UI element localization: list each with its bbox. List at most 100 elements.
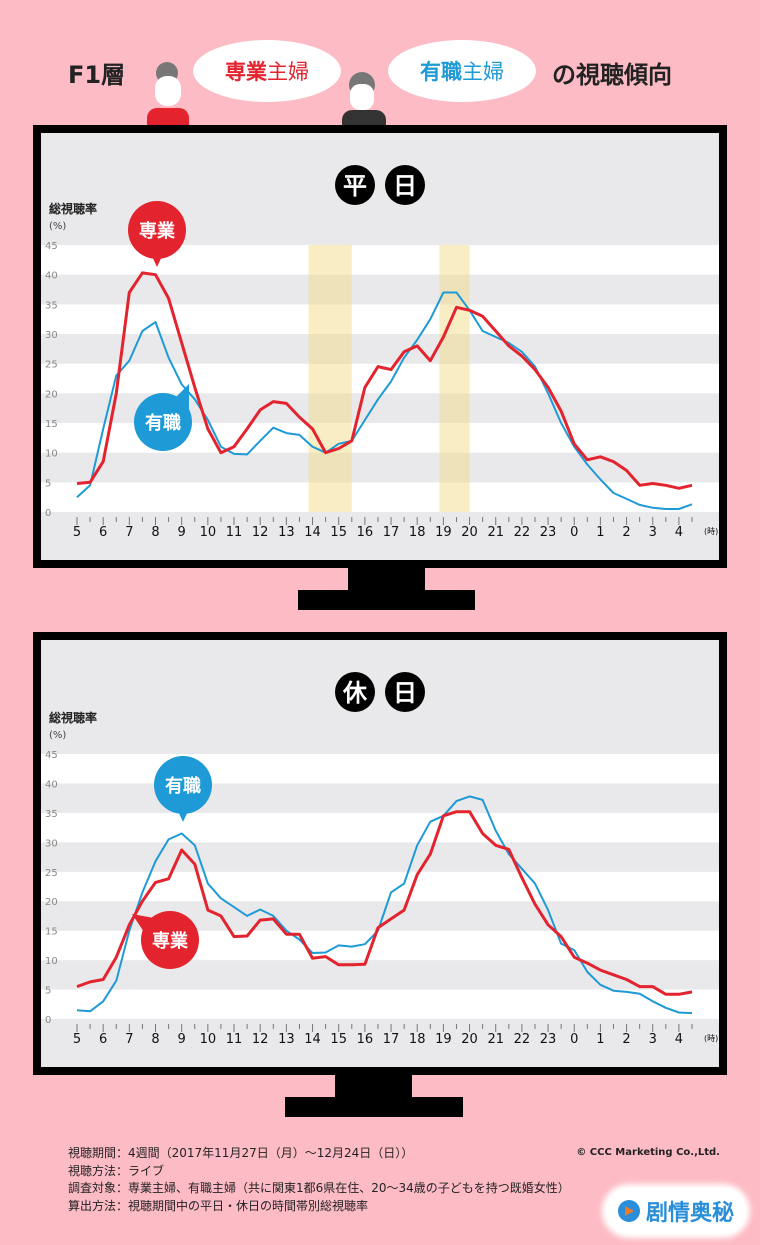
x-tick-label: 6 bbox=[99, 525, 107, 540]
x-tick-label: 7 bbox=[125, 1032, 133, 1047]
tv-stand-neck bbox=[348, 566, 425, 592]
callout-pointer bbox=[175, 384, 189, 410]
title-circle bbox=[335, 672, 375, 712]
footnote-target: 調査対象：専業主婦、有職主婦（共に関東1都6県在住、20～34歳の子どもを持つ既… bbox=[68, 1181, 570, 1195]
callout-label: 専業 bbox=[139, 220, 176, 242]
x-tick-label: 20 bbox=[461, 1032, 478, 1047]
bubble-sengyo-rest: 主婦 bbox=[267, 60, 309, 84]
x-tick-label: 5 bbox=[73, 525, 81, 540]
x-tick-label: 9 bbox=[178, 525, 186, 540]
grid-band bbox=[41, 334, 719, 364]
chart-title-char: 日 bbox=[393, 172, 417, 200]
y-tick-label: 30 bbox=[45, 838, 58, 849]
y-axis-title: 総視聴率 bbox=[49, 201, 97, 216]
grid-band bbox=[41, 754, 719, 784]
grid-band bbox=[41, 842, 719, 872]
x-axis-unit: (時) bbox=[704, 1034, 718, 1043]
tv-weekend: 0 5 10 15 20 25 30 35 40 45 総視聴率 (%) 5 6 7 8 9 10 11 12 13 14… bbox=[33, 632, 727, 1075]
grid-band bbox=[41, 482, 719, 512]
tv-stand-base bbox=[298, 590, 475, 610]
x-tick-label: 21 bbox=[487, 1032, 504, 1047]
tv-weekday: 0 5 10 15 20 25 30 35 40 45 総視聴率 (%) 5 6 7 8 9 10 11 12 13 14… bbox=[33, 125, 727, 568]
tv-stand-base bbox=[285, 1097, 463, 1117]
y-tick-label: 5 bbox=[45, 478, 51, 489]
x-tick-label: 10 bbox=[200, 1032, 217, 1047]
grid-band bbox=[41, 363, 719, 394]
x-axis-unit: (時) bbox=[704, 527, 718, 536]
y-tick-label: 25 bbox=[45, 360, 58, 371]
grid-band bbox=[41, 452, 719, 483]
grid-band bbox=[41, 989, 719, 1019]
y-tick-label: 15 bbox=[45, 927, 58, 938]
y-tick-label: 45 bbox=[45, 750, 58, 761]
working-wife-avatar bbox=[340, 72, 388, 126]
copyright: © CCC Marketing Co.,Ltd. bbox=[576, 1147, 720, 1158]
x-tick-label: 21 bbox=[487, 525, 504, 540]
title-circle bbox=[385, 165, 425, 205]
chart-title-char: 平 bbox=[343, 172, 367, 200]
footnotes: 視聴期間：4週間（2017年11月27日（月）～12月24日（日）） 視聴方法：… bbox=[68, 1145, 570, 1215]
x-tick-label: 4 bbox=[675, 525, 683, 540]
y-axis-title: 総視聴率 bbox=[49, 710, 97, 725]
x-tick-label: 17 bbox=[383, 525, 400, 540]
x-tick-label: 23 bbox=[540, 1032, 557, 1047]
x-tick-label: 17 bbox=[383, 1032, 400, 1047]
x-tick-label: 10 bbox=[200, 525, 217, 540]
callout-label: 専業 bbox=[152, 930, 189, 952]
title-circle bbox=[385, 672, 425, 712]
bubble-yushoku: 有職 主婦 bbox=[388, 40, 536, 102]
series-line-yushoku bbox=[76, 795, 693, 1015]
x-tick-label: 14 bbox=[304, 525, 321, 540]
x-tick-label: 22 bbox=[514, 1032, 531, 1047]
grid-band bbox=[41, 812, 719, 843]
x-tick-label: 0 bbox=[570, 1032, 578, 1047]
y-tick-label: 40 bbox=[45, 271, 58, 282]
footnote-calc: 算出方法：視聴期間中の平日・休日の時間帯別総視聴率 bbox=[68, 1198, 369, 1213]
x-tick-label: 20 bbox=[461, 525, 478, 540]
bubble-yushoku-strong: 有職 bbox=[420, 60, 462, 84]
watermark-text: 剧情奥秘 bbox=[645, 1201, 734, 1226]
y-tick-label: 20 bbox=[45, 389, 58, 400]
y-axis-unit: (%) bbox=[49, 221, 66, 232]
grid-band bbox=[41, 960, 719, 990]
bubble-sengyo: 専業 主婦 bbox=[193, 40, 341, 102]
callout-sengyo bbox=[128, 201, 186, 259]
x-tick-label: 23 bbox=[540, 525, 557, 540]
x-tick-label: 22 bbox=[514, 525, 531, 540]
title-suffix: の視聴傾向 bbox=[552, 61, 672, 89]
y-tick-label: 0 bbox=[45, 508, 51, 519]
x-tick-label: 2 bbox=[622, 1032, 630, 1047]
housewife-avatar bbox=[145, 62, 190, 128]
y-tick-label: 35 bbox=[45, 300, 58, 311]
x-tick-label: 16 bbox=[357, 525, 374, 540]
y-tick-label: 5 bbox=[45, 986, 51, 997]
x-tick-label: 15 bbox=[330, 525, 347, 540]
x-tick-label: 19 bbox=[435, 525, 452, 540]
x-tick-label: 8 bbox=[151, 1032, 159, 1047]
callout-yushoku bbox=[154, 756, 212, 814]
watermark-logo: 剧情奥秘 bbox=[606, 1188, 746, 1234]
x-tick-label: 13 bbox=[278, 525, 295, 540]
grid-band bbox=[41, 871, 719, 902]
grid-band bbox=[41, 274, 719, 305]
x-tick-label: 11 bbox=[226, 1032, 243, 1047]
x-tick-label: 12 bbox=[252, 525, 269, 540]
x-tick-label: 8 bbox=[151, 525, 159, 540]
x-tick-label: 3 bbox=[649, 1032, 657, 1047]
callout-yushoku bbox=[134, 393, 192, 451]
x-tick-label: 13 bbox=[278, 1032, 295, 1047]
x-tick-label: 14 bbox=[304, 1032, 321, 1047]
series-line-sengyo bbox=[76, 810, 693, 996]
x-tick-label: 9 bbox=[178, 1032, 186, 1047]
callout-pointer bbox=[132, 914, 154, 932]
y-tick-label: 10 bbox=[45, 956, 58, 967]
footnote-method: 視聴方法：ライブ bbox=[68, 1163, 165, 1178]
series-line-sengyo bbox=[76, 271, 693, 490]
axis-area bbox=[41, 1019, 719, 1067]
callout-label: 有職 bbox=[145, 412, 181, 434]
x-tick-label: 1 bbox=[596, 1032, 604, 1047]
x-tick-label: 1 bbox=[596, 525, 604, 540]
y-tick-label: 40 bbox=[45, 779, 58, 790]
y-axis-unit: (%) bbox=[49, 730, 66, 741]
